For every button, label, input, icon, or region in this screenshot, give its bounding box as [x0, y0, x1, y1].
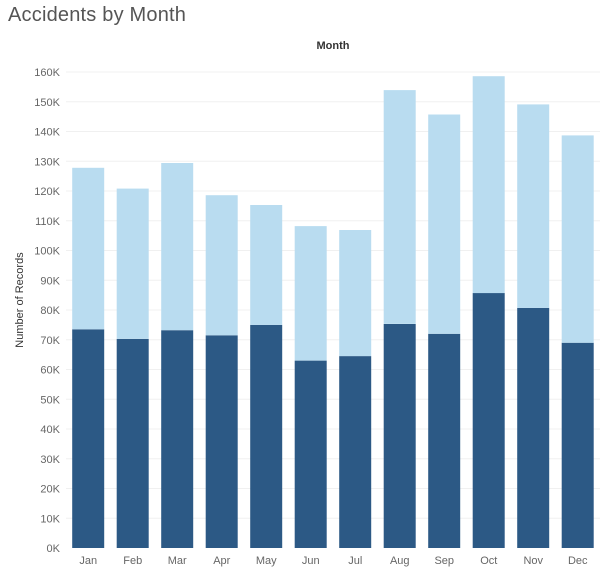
bar-segment-aug-2 — [383, 90, 416, 324]
x-tick-label: Nov — [523, 555, 543, 567]
y-tick-label: 130K — [34, 156, 60, 168]
bar-segment-oct-1 — [472, 293, 505, 548]
y-axis: 0K 10K 20K 30K 40K 50K 60K 70K 80K 90K 100K 110K 120… — [34, 67, 60, 555]
x-tick-label: Mar — [168, 555, 187, 567]
bars — [72, 76, 594, 548]
bar-segment-jun-2 — [294, 226, 327, 361]
y-tick-label: 80K — [40, 305, 60, 317]
bar-segment-jul-2 — [339, 230, 372, 357]
bar-segment-feb-1 — [116, 338, 149, 548]
y-tick-label: 50K — [40, 394, 60, 406]
chart-title: Accidents by Month — [8, 4, 187, 26]
y-tick-label: 20K — [40, 484, 60, 496]
y-tick-label: 140K — [34, 127, 60, 139]
bar-segment-jul-1 — [339, 356, 372, 548]
bar-segment-mar-2 — [161, 163, 194, 331]
y-tick-label: 70K — [40, 335, 60, 347]
x-tick-label: Jan — [79, 555, 97, 567]
y-tick-label: 90K — [40, 275, 60, 287]
bar-segment-jun-1 — [294, 360, 327, 548]
x-tick-label: Oct — [480, 555, 497, 567]
x-tick-label: Sep — [434, 555, 454, 567]
x-tick-label: Jun — [302, 555, 320, 567]
bar-segment-dec-1 — [561, 342, 594, 548]
y-tick-label: 120K — [34, 186, 60, 198]
bar-segment-aug-1 — [383, 324, 416, 548]
x-tick-label: May — [256, 555, 277, 567]
bar-segment-dec-2 — [561, 135, 594, 343]
x-tick-label: Jul — [348, 555, 362, 567]
y-tick-label: 40K — [40, 424, 60, 436]
bar-segment-jan-2 — [72, 167, 105, 330]
bar-segment-sep-2 — [428, 114, 461, 334]
bar-segment-apr-1 — [205, 335, 238, 548]
bar-segment-may-2 — [250, 205, 283, 325]
y-axis-title: Number of Records — [14, 252, 26, 348]
y-tick-label: 60K — [40, 365, 60, 377]
bar-segment-may-1 — [250, 324, 283, 548]
x-tick-label: Aug — [390, 555, 410, 567]
bar-segment-mar-1 — [161, 330, 194, 548]
gridlines — [66, 71, 600, 519]
y-tick-label: 0K — [47, 543, 61, 555]
y-tick-label: 110K — [35, 216, 61, 228]
y-tick-label: 30K — [40, 454, 60, 466]
y-tick-label: 10K — [40, 513, 60, 525]
column-header: Month — [317, 40, 350, 52]
bar-segment-nov-2 — [517, 104, 550, 308]
bar-segment-nov-1 — [517, 307, 550, 548]
y-tick-label: 160K — [34, 67, 60, 79]
bar-segment-apr-2 — [205, 195, 238, 336]
x-tick-label: Apr — [213, 555, 230, 567]
bar-segment-sep-1 — [428, 333, 461, 548]
x-axis: Jan Feb Mar Apr May Jun Jul Aug Sep Oct Nov Dec — [79, 555, 588, 567]
x-tick-label: Feb — [123, 555, 142, 567]
bar-segment-oct-2 — [472, 76, 505, 294]
y-tick-label: 100K — [34, 246, 60, 258]
bar-segment-feb-2 — [116, 188, 149, 339]
bar-segment-jan-1 — [72, 329, 105, 548]
x-tick-label: Dec — [568, 555, 588, 567]
y-tick-label: 150K — [34, 97, 60, 109]
